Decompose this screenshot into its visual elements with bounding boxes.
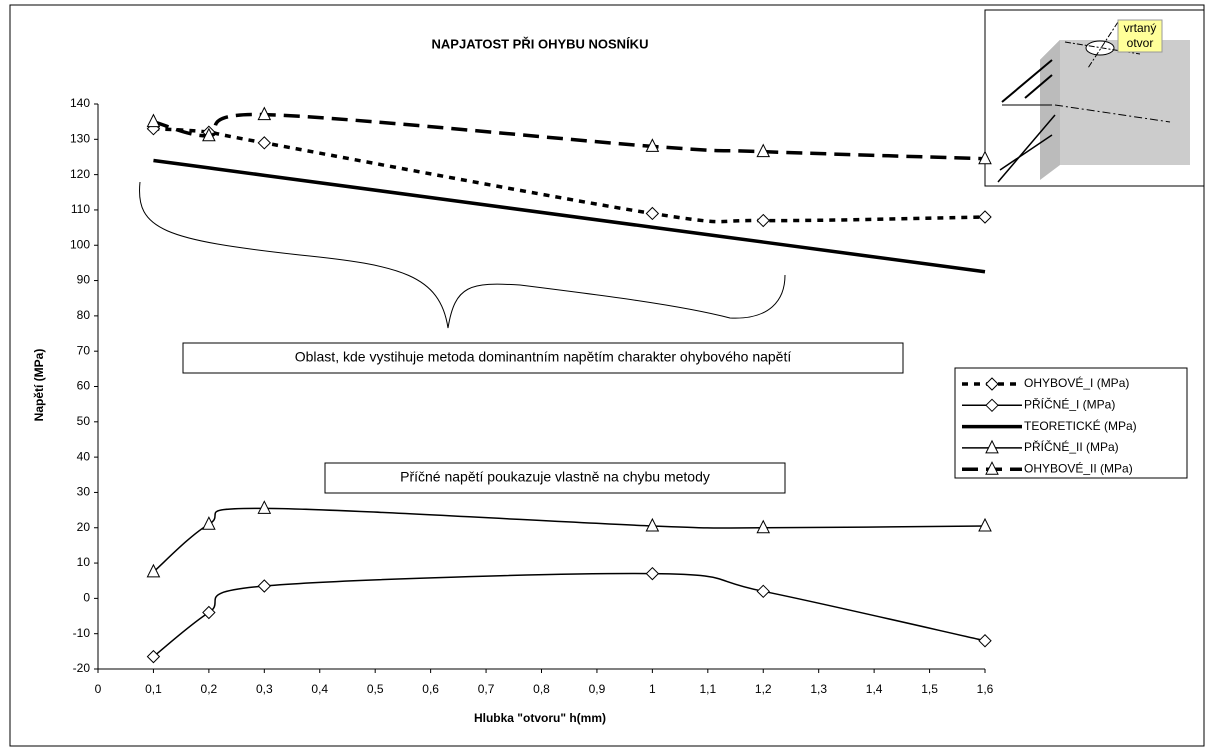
- marker: [978, 634, 992, 648]
- marker: [645, 206, 660, 221]
- marker: [257, 500, 272, 514]
- legend-label: PŘÍČNÉ_II (MPa): [1024, 439, 1119, 454]
- x-tick-label: 0,5: [367, 682, 384, 696]
- x-tick-label: 0,1: [145, 682, 162, 696]
- annotation: Oblast, kde vystihuje metoda dominantním…: [295, 349, 792, 365]
- marker: [756, 143, 771, 158]
- marker: [645, 517, 660, 532]
- y-tick-label: 110: [71, 202, 90, 216]
- series-line: [152, 112, 986, 161]
- y-tick-label: 100: [70, 237, 90, 251]
- legend-marker: [985, 377, 999, 391]
- inset: [984, 9, 1205, 187]
- x-tick-label: 0,7: [478, 682, 495, 696]
- marker: [756, 213, 770, 228]
- y-tick-label: -20: [73, 661, 91, 675]
- marker: [756, 519, 771, 534]
- legend-marker: [985, 461, 999, 475]
- y-tick-label: 30: [77, 485, 91, 499]
- marker: [978, 210, 992, 224]
- y-axis-label: Napětí (MPa): [32, 349, 46, 422]
- legend-label: PŘÍČNÉ_I (MPa): [1024, 396, 1115, 411]
- x-tick-label: 0,2: [201, 682, 218, 696]
- y-tick-label: 140: [70, 96, 90, 110]
- x-tick-label: 1,3: [810, 682, 827, 696]
- marker: [756, 584, 770, 599]
- y-tick-label: 130: [70, 131, 90, 145]
- marker: [645, 138, 660, 152]
- annotation-box: [182, 342, 904, 374]
- x-tick-label: 0: [95, 682, 102, 696]
- legend-label: OHYBOVÉ_I (MPa): [1024, 375, 1129, 390]
- legend-marker: [985, 439, 999, 454]
- x-tick-label: 0,4: [311, 682, 328, 696]
- x-tick-label: 0,8: [533, 682, 550, 696]
- y-tick-label: 90: [77, 273, 91, 287]
- marker: [146, 113, 161, 128]
- marker: [202, 127, 216, 142]
- marker: [257, 106, 272, 121]
- x-axis-label: Hlubka "otvoru" h(mm): [474, 711, 606, 725]
- marker: [146, 563, 161, 578]
- inset-label: otvor: [1127, 36, 1154, 50]
- x-tick-label: 1,2: [755, 682, 772, 696]
- x-tick-label: 0,3: [256, 682, 273, 696]
- y-tick-label: 60: [77, 379, 91, 393]
- chart-title: NAPJATOST PŘI OHYBU NOSNÍKU: [432, 36, 649, 51]
- marker: [978, 517, 992, 532]
- annotation: Příčné napětí poukazuje vlastně na chybu…: [400, 469, 710, 485]
- marker: [257, 136, 272, 150]
- brace: [138, 181, 786, 329]
- y-tick-label: 80: [77, 308, 91, 322]
- y-tick-label: 10: [77, 555, 91, 569]
- y-tick-label: 120: [70, 167, 90, 181]
- y-tick-label: 70: [77, 343, 91, 357]
- x-tick-label: 1,4: [866, 682, 883, 696]
- inset-label: vrtaný: [1124, 21, 1157, 35]
- x-tick-label: 1: [649, 682, 656, 696]
- annotation-box: [324, 462, 786, 494]
- y-tick-label: 20: [77, 520, 91, 534]
- y-tick-label: 0: [83, 591, 90, 605]
- marker: [146, 649, 161, 664]
- y-tick-label: 40: [77, 449, 91, 463]
- marker: [257, 579, 272, 593]
- marker: [645, 566, 660, 581]
- series-line: [152, 507, 986, 573]
- legend-label: TEORETICKÉ (MPa): [1024, 418, 1137, 433]
- x-tick-label: 1,5: [921, 682, 938, 696]
- x-tick-label: 1,1: [699, 682, 716, 696]
- series-line: [152, 572, 986, 658]
- legend-label: OHYBOVÉ_II (MPa): [1024, 460, 1133, 475]
- marker: [202, 605, 216, 620]
- y-tick-label: 50: [77, 414, 91, 428]
- x-tick-label: 0,6: [422, 682, 439, 696]
- x-tick-label: 0,9: [589, 682, 606, 696]
- x-tick-label: 1,6: [977, 682, 994, 696]
- series-line: [153, 158, 986, 274]
- legend-marker: [985, 398, 999, 413]
- marker: [978, 150, 992, 165]
- y-tick-label: -10: [73, 626, 91, 640]
- marker: [202, 516, 216, 530]
